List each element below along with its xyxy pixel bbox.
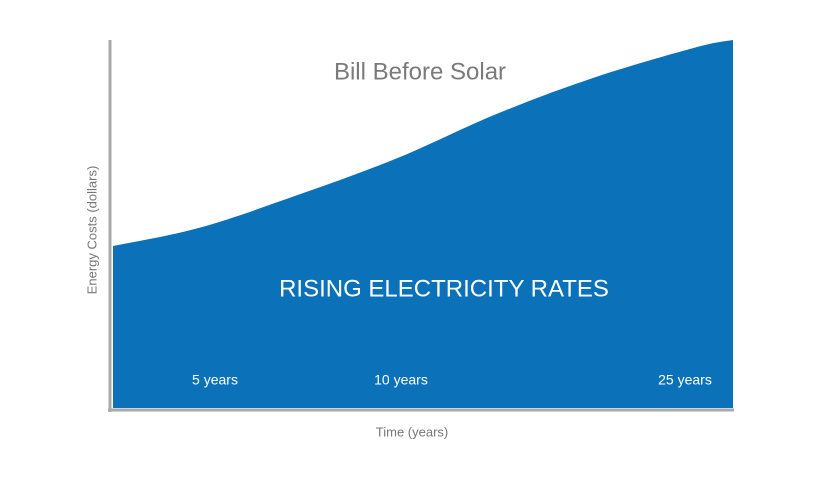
area-label: RISING ELECTRICITY RATES [279, 275, 609, 302]
annotation: Bill Before Solar [334, 58, 506, 85]
area [113, 40, 733, 408]
y-axis-label: Energy Costs (dollars) [84, 166, 99, 295]
time-label: 25 years [658, 372, 712, 388]
time-label: 10 years [374, 372, 428, 388]
time-label: 5 years [192, 372, 238, 388]
x-axis-label: Time (years) [376, 424, 448, 439]
